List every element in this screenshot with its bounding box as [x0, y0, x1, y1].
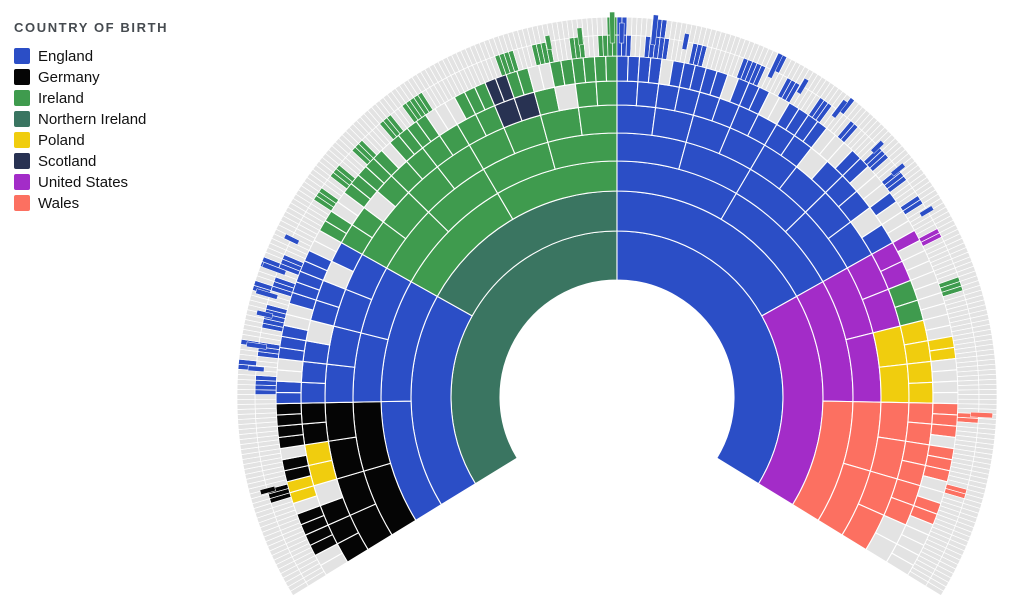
- fan-segment-generation-7[interactable]: [616, 55, 629, 82]
- legend-label: United States: [38, 173, 129, 191]
- legend-swatch: [14, 111, 30, 127]
- fan-segment-generation-6[interactable]: [595, 80, 618, 107]
- fan-segment-generation-5[interactable]: [324, 401, 357, 442]
- fan-segment-generation-5[interactable]: [577, 104, 618, 136]
- outer-bar: [970, 411, 993, 419]
- legend-swatch: [14, 90, 30, 106]
- legend-label: Germany: [38, 68, 100, 86]
- legend-swatch: [14, 195, 30, 211]
- fan-segment-generation-5[interactable]: [616, 104, 657, 136]
- outer-bar: [247, 365, 265, 373]
- outer-bar: [255, 309, 274, 319]
- outer-bar: [255, 288, 279, 300]
- fan-tick-generation-9[interactable]: [601, 16, 608, 36]
- outer-bar: [919, 205, 935, 218]
- legend-item-england: England: [14, 47, 168, 65]
- outer-bar: [681, 32, 690, 51]
- outer-bar: [890, 162, 906, 177]
- fan-segment-generation-7[interactable]: [931, 369, 959, 383]
- fan-segment-generation-7[interactable]: [275, 402, 303, 416]
- outer-bar: [246, 341, 268, 350]
- fan-tick-generation-9[interactable]: [236, 394, 256, 400]
- legend-item-poland: Poland: [14, 131, 168, 149]
- fan-segment-generation-7[interactable]: [275, 413, 303, 427]
- outer-bar: [609, 11, 616, 44]
- legend-item-germany: Germany: [14, 68, 168, 86]
- legend-label: Poland: [38, 131, 85, 149]
- fan-segment-generation-5[interactable]: [878, 363, 910, 404]
- legend-swatch: [14, 153, 30, 169]
- fan-segment-generation-7[interactable]: [593, 55, 608, 83]
- legend-swatch: [14, 174, 30, 190]
- legend-swatch: [14, 48, 30, 64]
- outer-bar: [576, 27, 584, 46]
- fan-tick-generation-8[interactable]: [254, 398, 277, 405]
- fan-segment-generation-6[interactable]: [903, 340, 932, 365]
- legend-label: Wales: [38, 194, 80, 212]
- outer-bar: [870, 140, 885, 154]
- fan-segment-generation-6[interactable]: [553, 83, 580, 112]
- legend-swatch: [14, 132, 30, 148]
- fan-tick-generation-8[interactable]: [254, 403, 277, 410]
- legend-item-united-states: United States: [14, 173, 168, 191]
- fan-tick-generation-9[interactable]: [978, 383, 998, 391]
- fan-tick-generation-9[interactable]: [978, 394, 998, 400]
- legend-item-scotland: Scotland: [14, 152, 168, 170]
- legend-label: Ireland: [38, 89, 84, 107]
- legend-label: Scotland: [38, 152, 97, 170]
- outer-bar: [650, 14, 659, 46]
- fan-tick-generation-8[interactable]: [254, 394, 277, 400]
- fan-tick-generation-8[interactable]: [254, 389, 277, 396]
- outer-bar: [618, 22, 625, 44]
- legend-items: England Germany Ireland Northern Ireland Pol…: [14, 47, 168, 212]
- fan-tick-generation-9[interactable]: [978, 388, 998, 395]
- fan-segment-generation-6[interactable]: [574, 81, 599, 109]
- fan-tick-generation-9[interactable]: [236, 403, 256, 410]
- legend-item-northern-ireland: Northern Ireland: [14, 110, 168, 128]
- fan-segment-generation-6[interactable]: [300, 381, 326, 404]
- legend: COUNTRY OF BIRTH England Germany Ireland No…: [14, 20, 168, 216]
- fan-tick-generation-8[interactable]: [957, 384, 980, 391]
- legend-item-wales: Wales: [14, 194, 168, 212]
- fan-segment-generation-5[interactable]: [324, 363, 356, 404]
- outer-bar: [544, 34, 553, 51]
- outer-bar: [831, 99, 848, 119]
- fan-tick-generation-9[interactable]: [978, 398, 998, 405]
- fan-segment-generation-5[interactable]: [877, 401, 910, 442]
- fan-segment-generation-6[interactable]: [301, 421, 329, 446]
- fan-segment-generation-7[interactable]: [605, 55, 618, 82]
- legend-label: England: [38, 47, 94, 65]
- outer-bar: [283, 233, 300, 246]
- fan-segment-generation-6[interactable]: [300, 402, 327, 425]
- outer-bar: [261, 261, 287, 276]
- fan-tick-generation-8[interactable]: [957, 398, 980, 405]
- fan-segment-generation-7[interactable]: [932, 391, 959, 405]
- fan-segment-generation-7[interactable]: [275, 380, 302, 394]
- fan-segment-generation-6[interactable]: [906, 360, 934, 384]
- fan-segment-generation-6[interactable]: [908, 381, 934, 404]
- fan-tick-generation-9[interactable]: [236, 398, 256, 405]
- fan-tick-generation-8[interactable]: [957, 389, 980, 396]
- outer-bar: [796, 77, 810, 95]
- fan-segment-generation-7[interactable]: [931, 402, 959, 416]
- fan-segment-generation-6[interactable]: [635, 81, 660, 109]
- fan-segment-generation-7[interactable]: [932, 380, 959, 394]
- fan-tick-generation-9[interactable]: [236, 388, 256, 395]
- legend-title: COUNTRY OF BIRTH: [14, 20, 169, 35]
- legend-item-ireland: Ireland: [14, 89, 168, 107]
- fan-tick-generation-9[interactable]: [925, 581, 945, 597]
- fan-segment-generation-6[interactable]: [907, 402, 934, 425]
- legend-label: Northern Ireland: [38, 110, 147, 128]
- outer-bar: [259, 485, 276, 496]
- fan-segment-generation-6[interactable]: [616, 80, 639, 107]
- fan-segment-generation-7[interactable]: [275, 391, 302, 405]
- outer-bar: [767, 52, 784, 79]
- fan-tick-generation-8[interactable]: [957, 394, 980, 400]
- legend-swatch: [14, 69, 30, 85]
- fan-segment-generation-6[interactable]: [300, 360, 328, 384]
